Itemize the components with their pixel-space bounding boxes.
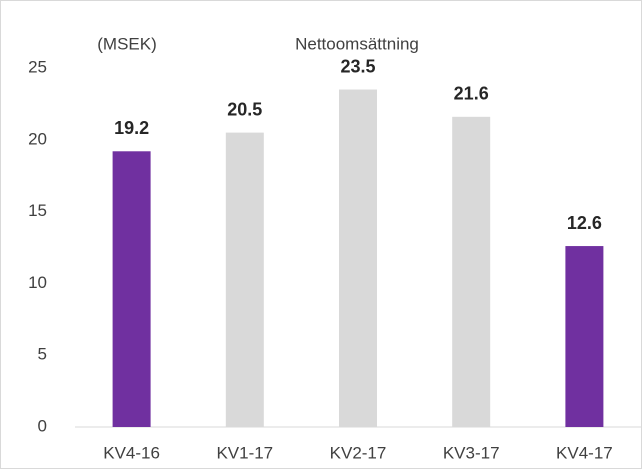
- y-tick-label: 25: [28, 57, 47, 76]
- y-tick-label: 20: [28, 129, 47, 148]
- value-label: 23.5: [340, 56, 375, 76]
- value-label: 19.2: [114, 118, 149, 138]
- y-tick-label: 15: [28, 201, 47, 220]
- bar: [339, 89, 377, 427]
- bar: [112, 151, 151, 427]
- bar: [565, 246, 604, 427]
- x-tick-label: KV3-17: [443, 443, 500, 462]
- x-tick-label: KV4-17: [556, 443, 613, 462]
- value-label: 20.5: [227, 99, 262, 119]
- bar: [452, 116, 491, 427]
- x-tick-label: KV1-17: [216, 443, 273, 462]
- value-label: 21.6: [454, 84, 489, 104]
- bar: [225, 132, 264, 427]
- unit-annotation: (MSEK): [97, 34, 157, 53]
- y-tick-label: 5: [38, 345, 47, 364]
- y-tick-label: 0: [38, 416, 47, 435]
- value-label: 12.6: [567, 213, 602, 233]
- x-tick-label: KV2-17: [330, 443, 387, 462]
- chart-title: Nettoomsättning: [295, 34, 419, 53]
- x-tick-label: KV4-16: [103, 443, 160, 462]
- y-tick-label: 10: [28, 273, 47, 292]
